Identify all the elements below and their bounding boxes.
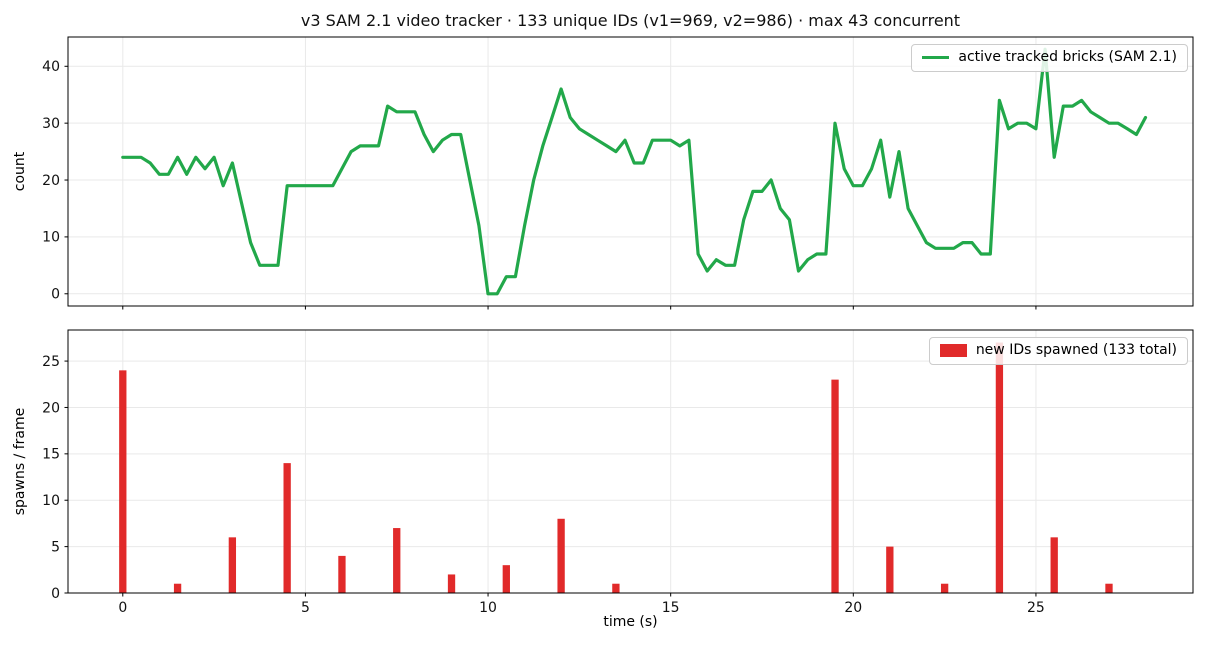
svg-text:10: 10 <box>42 230 60 246</box>
svg-text:5: 5 <box>301 600 310 616</box>
svg-text:20: 20 <box>42 400 60 416</box>
svg-text:30: 30 <box>42 116 60 132</box>
svg-text:0: 0 <box>51 287 60 303</box>
svg-text:20: 20 <box>42 173 60 189</box>
svg-text:10: 10 <box>42 493 60 509</box>
figure-title: v3 SAM 2.1 video tracker · 133 unique ID… <box>300 11 961 30</box>
svg-text:20: 20 <box>844 600 862 616</box>
svg-text:25: 25 <box>1027 600 1045 616</box>
svg-text:10: 10 <box>479 600 497 616</box>
svg-text:25: 25 <box>42 354 60 370</box>
svg-text:5: 5 <box>51 539 60 555</box>
line-legend-swatch-icon <box>922 56 950 59</box>
bar-legend-label: new IDs spawned (133 total) <box>975 342 1177 358</box>
line-chart-ylabel: count <box>12 151 28 192</box>
x-axis-label: time (s) <box>603 614 658 630</box>
line-legend-label: active tracked bricks (SAM 2.1) <box>958 49 1177 65</box>
svg-text:40: 40 <box>42 59 60 75</box>
svg-text:0: 0 <box>118 600 127 616</box>
svg-text:15: 15 <box>42 447 60 463</box>
line-chart-legend: active tracked bricks (SAM 2.1) <box>911 44 1188 72</box>
svg-text:15: 15 <box>662 600 680 616</box>
bar-chart-legend: new IDs spawned (133 total) <box>928 337 1188 365</box>
bar-chart-ylabel: spawns / frame <box>12 407 28 516</box>
svg-text:0: 0 <box>51 586 60 602</box>
bar-legend-swatch-icon <box>939 344 967 357</box>
